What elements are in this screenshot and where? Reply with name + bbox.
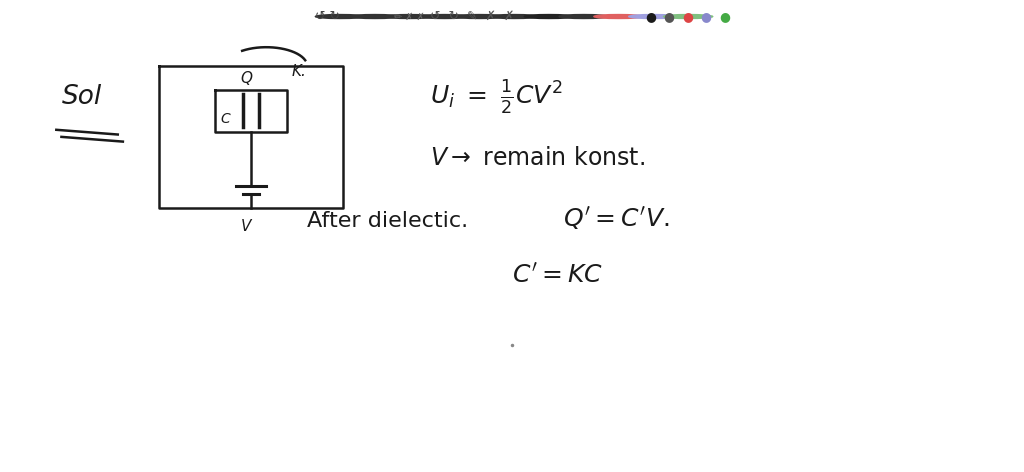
Circle shape — [594, 15, 643, 18]
Text: ●: ● — [700, 10, 712, 23]
Text: $Q' = C'V.$: $Q' = C'V.$ — [563, 205, 670, 232]
Text: ●: ● — [645, 10, 656, 23]
Text: ●: ● — [664, 10, 675, 23]
Circle shape — [385, 15, 434, 18]
Circle shape — [559, 15, 608, 18]
Text: ●: ● — [682, 10, 693, 23]
Text: $U_i\ =\ \frac{1}{2}CV^2$: $U_i\ =\ \frac{1}{2}CV^2$ — [430, 78, 563, 116]
Circle shape — [524, 15, 573, 18]
Text: After dielectic.: After dielectic. — [307, 211, 468, 230]
Text: K.: K. — [292, 64, 307, 78]
Text: ●: ● — [719, 10, 730, 23]
Text: Q: Q — [241, 71, 253, 85]
Text: ✏ ✗ ✗: ✏ ✗ ✗ — [394, 11, 425, 22]
Circle shape — [455, 15, 504, 18]
Circle shape — [420, 15, 469, 18]
Circle shape — [664, 15, 713, 18]
Text: Sol: Sol — [61, 84, 101, 110]
Text: ↺ ↻: ↺ ↻ — [315, 10, 340, 23]
Circle shape — [629, 15, 678, 18]
Circle shape — [350, 15, 399, 18]
Circle shape — [315, 15, 365, 18]
Text: C: C — [220, 112, 230, 126]
Text: V: V — [241, 219, 251, 234]
Text: $C' = KC$: $C' = KC$ — [512, 264, 603, 288]
Text: ↺  ↻  ✎  ✗  ✗: ↺ ↻ ✎ ✗ ✗ — [430, 10, 515, 23]
Text: $V \rightarrow$ remain konst.: $V \rightarrow$ remain konst. — [430, 146, 645, 170]
Circle shape — [489, 15, 539, 18]
